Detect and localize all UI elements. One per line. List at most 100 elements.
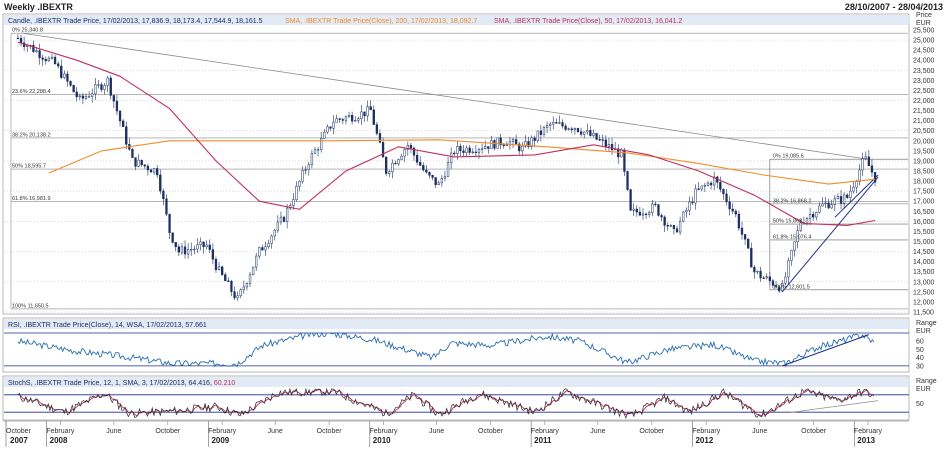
candle-body <box>103 85 106 90</box>
fib-label-left: 38.2% 20,138.2 <box>12 132 51 138</box>
price-tick-label: 24,000 <box>913 58 935 65</box>
candle <box>787 257 790 284</box>
candle-body <box>279 216 283 223</box>
candle-body <box>672 225 676 229</box>
candle-body <box>403 149 406 157</box>
candle <box>165 194 168 217</box>
candle <box>115 94 119 116</box>
candle-body <box>366 106 369 117</box>
year-label: 2009 <box>211 436 229 445</box>
rsi-line <box>17 331 875 368</box>
candle <box>861 152 864 177</box>
candle-body <box>409 144 413 149</box>
candle-body <box>131 148 134 158</box>
candle <box>604 135 608 151</box>
price-tick-label: 14,000 <box>913 259 935 266</box>
candle <box>830 199 833 209</box>
candle-body <box>217 266 221 270</box>
candle <box>378 129 382 144</box>
month-label: June <box>429 428 444 435</box>
candle <box>146 163 150 176</box>
candle <box>208 239 211 254</box>
candle-body <box>440 178 444 184</box>
candle <box>706 180 710 187</box>
candle <box>542 125 546 138</box>
candle <box>47 56 51 63</box>
candle <box>521 142 524 157</box>
candle-body <box>100 84 103 90</box>
price-tick-label: 25,000 <box>913 38 935 45</box>
candle-body <box>419 162 422 166</box>
candle-body <box>870 165 874 173</box>
candle <box>149 168 153 173</box>
candle-body <box>156 168 159 176</box>
candle-body <box>78 95 81 98</box>
candle-body <box>422 165 425 171</box>
candle-body <box>518 143 521 152</box>
candle-body <box>830 204 833 209</box>
fib-label-left: 0% 25,340.8 <box>12 28 43 34</box>
candle-body <box>514 139 518 145</box>
candle-body <box>32 44 35 52</box>
price-tick-label: 25,500 <box>913 28 935 35</box>
price-tick-label: 20,000 <box>913 138 935 145</box>
candle <box>255 252 258 271</box>
price-tick-label: 13,500 <box>913 269 935 276</box>
candle <box>477 147 481 160</box>
fib-label-right: 100% 12,601.5 <box>773 284 810 290</box>
candle <box>781 280 784 293</box>
candle-body <box>703 185 707 187</box>
rsi-axis-title: Range <box>916 320 937 327</box>
candle-body <box>579 131 583 135</box>
candle-body <box>320 137 323 150</box>
candle-body <box>691 201 694 204</box>
candle <box>858 164 861 186</box>
candle-body <box>743 234 747 240</box>
candle <box>103 82 106 95</box>
candle-body <box>787 260 790 278</box>
candle-body <box>750 247 753 268</box>
candle-body <box>258 247 261 257</box>
candle <box>323 128 326 139</box>
candle <box>298 180 301 192</box>
candle <box>514 134 518 145</box>
candle <box>258 246 261 259</box>
candle-body <box>663 216 666 226</box>
candle <box>202 241 205 254</box>
candle <box>499 133 502 150</box>
chart-title: Weekly .IBEXTR <box>4 2 73 12</box>
candle <box>332 115 335 135</box>
candle-body <box>369 106 372 111</box>
candle <box>388 169 391 178</box>
candle-body <box>521 145 524 152</box>
candle <box>363 111 366 122</box>
candle-body <box>505 144 508 146</box>
candle-body <box>552 122 555 125</box>
candle-body <box>539 130 543 135</box>
candle-body <box>589 130 592 136</box>
candle-body <box>648 212 651 215</box>
candle <box>824 197 827 209</box>
candle <box>152 167 156 175</box>
rsi-axis-unit: EUR <box>916 328 931 335</box>
price-tick-label: 15,500 <box>913 229 935 236</box>
candle-body <box>329 126 332 129</box>
month-label: June <box>268 428 283 435</box>
candle <box>193 245 196 255</box>
fib-label-right: 0% 19,085.6 <box>773 154 804 160</box>
candle-body <box>149 169 153 173</box>
candle-body <box>180 246 184 253</box>
candle-body <box>812 214 815 218</box>
candle-body <box>762 277 765 279</box>
price-tick-label: 17,000 <box>913 199 935 206</box>
candle <box>366 100 369 122</box>
candle-body <box>465 147 468 153</box>
candle <box>159 169 162 195</box>
candle <box>248 271 252 287</box>
candle-body <box>474 151 478 154</box>
price-tick-label: 12,000 <box>913 299 935 306</box>
candle-body <box>502 144 505 146</box>
candle <box>236 291 239 301</box>
candles <box>16 34 877 301</box>
